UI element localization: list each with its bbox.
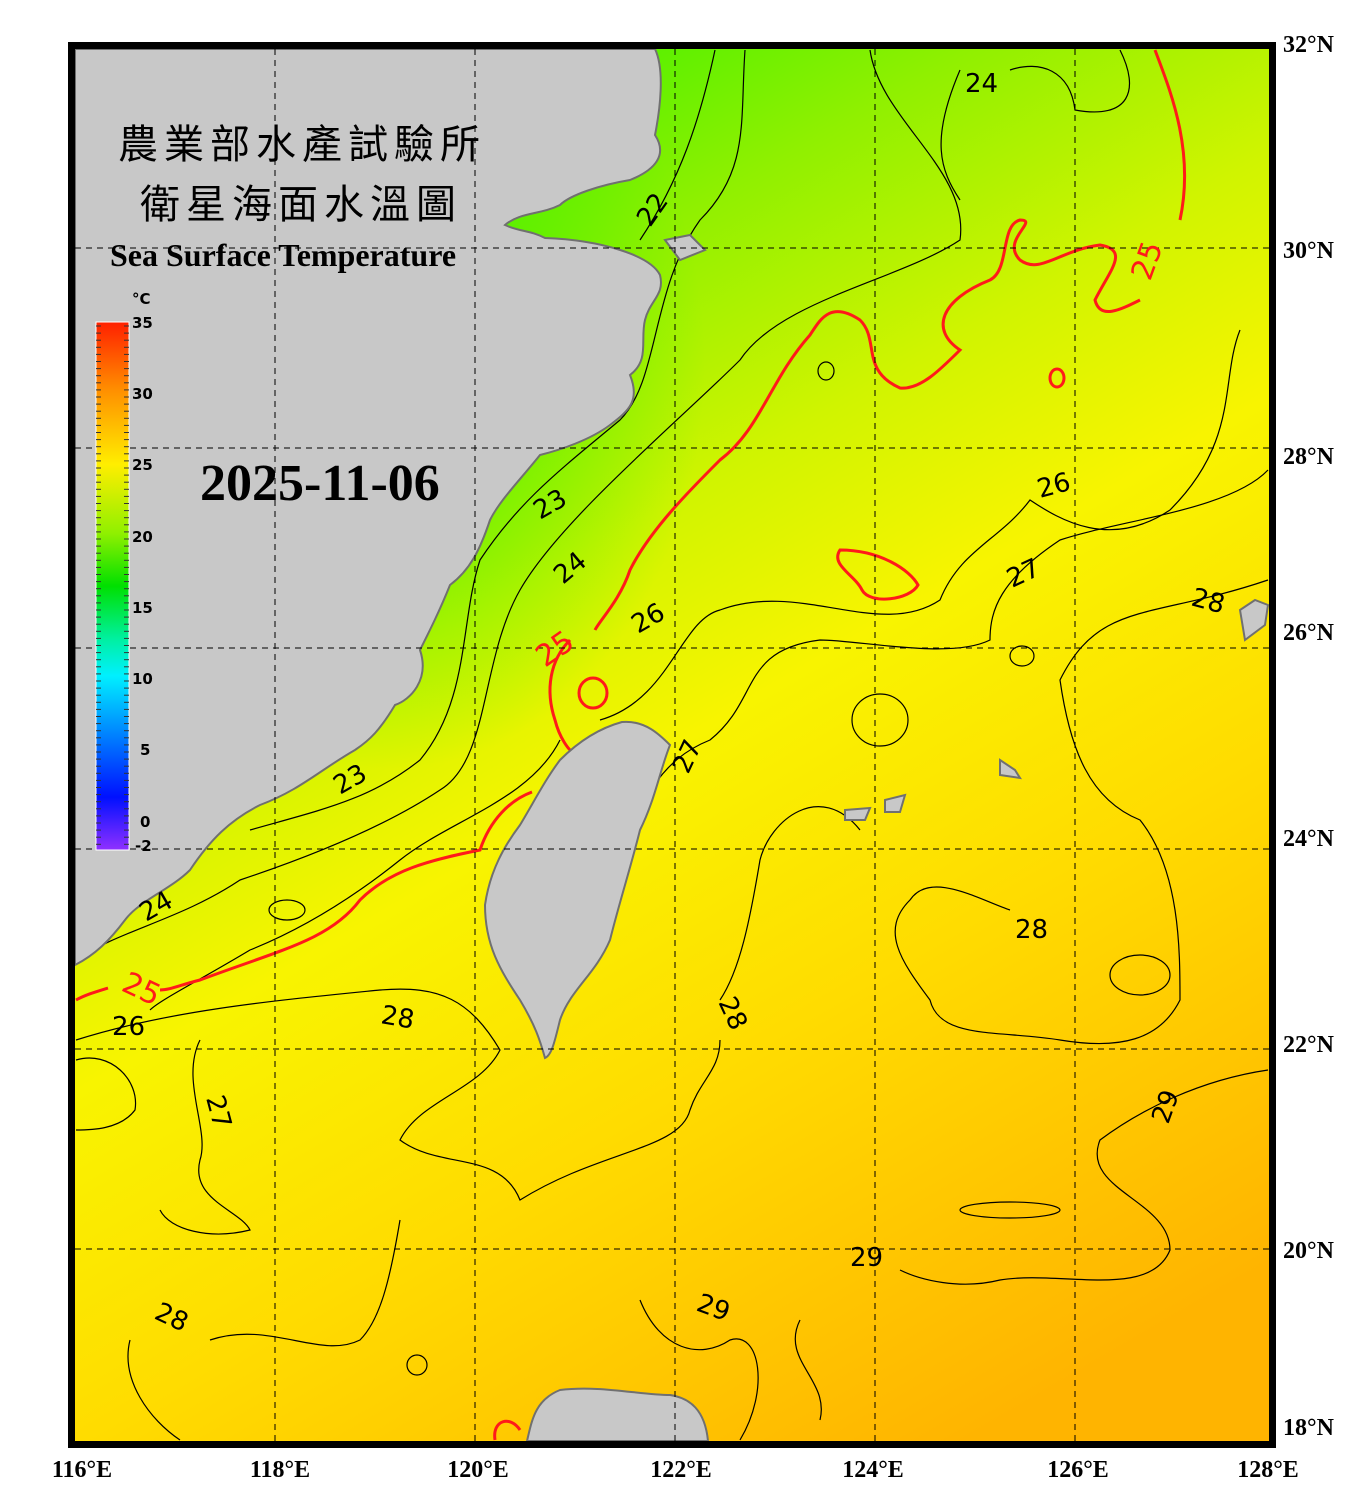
isotherm-25-b bbox=[548, 638, 572, 752]
isotherm-24 bbox=[75, 49, 962, 961]
colorbar-tick: 10 bbox=[132, 670, 153, 688]
isotherm-24c bbox=[940, 69, 961, 201]
island bbox=[884, 793, 907, 813]
isotherm-23 bbox=[249, 49, 746, 831]
lat-label: 28°N bbox=[1283, 444, 1335, 470]
isotherm-25-loop bbox=[1048, 367, 1066, 389]
longitude-labels: 116°E 118°E 120°E 122°E 124°E 126°E 128°… bbox=[52, 1457, 1299, 1483]
lat-label: 30°N bbox=[1283, 238, 1335, 264]
lat-label: 18°N bbox=[1283, 1415, 1335, 1441]
isotherm-28e bbox=[209, 1219, 401, 1347]
colorbar-tick: 30 bbox=[132, 385, 153, 403]
colorbar-scale bbox=[95, 321, 130, 851]
lon-label: 116°E bbox=[52, 1457, 112, 1483]
lat-label: 20°N bbox=[1283, 1238, 1335, 1264]
contour-label: 28 bbox=[1015, 915, 1048, 945]
colorbar-tick: 20 bbox=[132, 528, 153, 546]
isotherm-25-d bbox=[75, 986, 109, 1002]
island bbox=[844, 806, 872, 821]
isotherm-lines bbox=[75, 49, 1269, 1441]
lon-label: 124°E bbox=[842, 1457, 904, 1483]
chart-title-cn: 衛星海面水溫圖 bbox=[140, 182, 462, 228]
luzon bbox=[525, 1387, 710, 1441]
isotherm-eddy bbox=[1109, 954, 1171, 996]
lon-label: 126°E bbox=[1047, 1457, 1109, 1483]
island bbox=[999, 758, 1022, 780]
date-label: 2025-11-06 bbox=[200, 455, 440, 512]
colorbar: °C 35 30 25 20 15 10 5 0 -2 bbox=[95, 290, 153, 855]
colorbar-tick: 15 bbox=[132, 599, 153, 617]
lon-label: 128°E bbox=[1237, 1457, 1299, 1483]
contour-label: 26 bbox=[112, 1012, 145, 1042]
colorbar-tick: 35 bbox=[132, 314, 153, 332]
isotherm-25-loop bbox=[836, 548, 920, 601]
colorbar-unit: °C bbox=[132, 290, 151, 308]
contour-label: 29 bbox=[850, 1243, 883, 1273]
lon-label: 122°E bbox=[650, 1457, 712, 1483]
graticule bbox=[75, 49, 1269, 1441]
lat-label: 26°N bbox=[1283, 620, 1335, 646]
isotherm-25-lines bbox=[75, 49, 1187, 1441]
isotherm-eddy bbox=[959, 1201, 1061, 1219]
agency-title: 農業部水產試驗所 bbox=[118, 122, 486, 168]
isotherm-27 bbox=[609, 469, 1269, 881]
taiwan bbox=[483, 720, 672, 1060]
isotherm-25-loop bbox=[577, 676, 609, 710]
isotherm-28c bbox=[719, 806, 861, 1001]
isotherm-eddy bbox=[851, 693, 909, 747]
contour-label: 28 bbox=[379, 1000, 417, 1035]
isotherm-25-loop bbox=[493, 1419, 522, 1441]
latitude-labels: 32°N 30°N 28°N 26°N 24°N 22°N 20°N 18°N bbox=[1283, 32, 1335, 1441]
isotherm-29c bbox=[794, 1319, 822, 1421]
lat-label: 24°N bbox=[1283, 826, 1335, 852]
lon-label: 118°E bbox=[250, 1457, 310, 1483]
isotherm-29 bbox=[899, 1069, 1269, 1285]
colorbar-tick: -2 bbox=[135, 837, 152, 855]
lat-label: 32°N bbox=[1283, 32, 1335, 58]
isotherm-28 bbox=[894, 579, 1269, 1045]
contour-label: 24 bbox=[965, 69, 998, 99]
isotherm-25-c bbox=[159, 790, 533, 992]
island bbox=[1238, 598, 1269, 642]
isotherm-eddy bbox=[817, 361, 835, 381]
isotherm-eddy bbox=[1009, 645, 1035, 667]
colorbar-tick: 25 bbox=[132, 456, 153, 474]
chart-title-en: Sea Surface Temperature bbox=[110, 237, 456, 273]
lon-label: 120°E bbox=[447, 1457, 509, 1483]
isotherm-29b bbox=[639, 1299, 759, 1441]
isotherm-28b bbox=[75, 988, 721, 1201]
isotherm-25 bbox=[593, 49, 1187, 631]
land bbox=[75, 49, 1269, 1441]
colorbar-tick: 5 bbox=[140, 741, 150, 759]
colorbar-tick: 0 bbox=[140, 813, 150, 831]
isotherm-loop bbox=[75, 1057, 137, 1131]
isotherm-eddy bbox=[268, 899, 306, 921]
isotherm-24b bbox=[1009, 49, 1131, 113]
isotherm-eddy bbox=[406, 1354, 428, 1376]
isotherm-22 bbox=[639, 49, 716, 241]
isotherm-27b bbox=[159, 1039, 251, 1235]
isotherm-28d bbox=[127, 1339, 181, 1441]
lat-label: 22°N bbox=[1283, 1032, 1335, 1058]
